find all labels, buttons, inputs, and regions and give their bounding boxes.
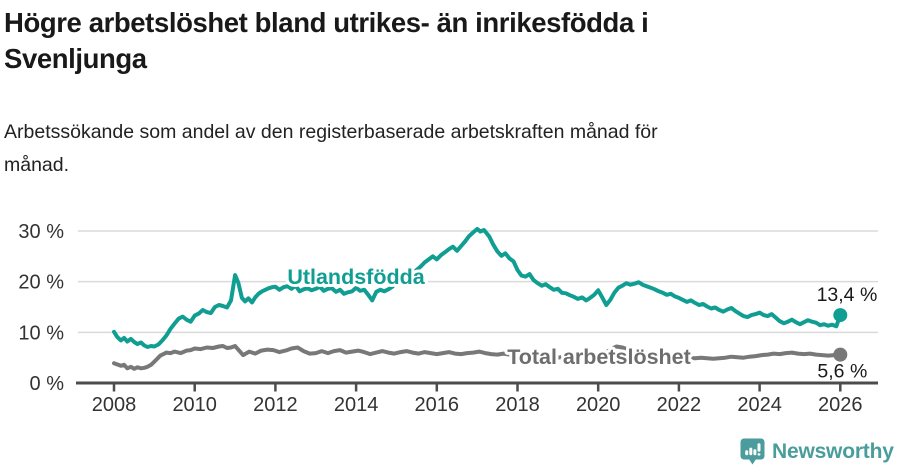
chart-subtitle: Arbetssökande som andel av den registerb… bbox=[4, 116, 658, 182]
x-axis-tick-label: 2024 bbox=[737, 394, 782, 416]
y-axis-tick-label: 10 % bbox=[18, 322, 64, 344]
end-value-label-total: 5,6 % bbox=[817, 361, 867, 383]
x-axis-tick-label: 2020 bbox=[576, 394, 621, 416]
x-axis-tick-label: 2018 bbox=[495, 394, 540, 416]
newsworthy-logo: Newsworthy bbox=[740, 438, 894, 465]
x-axis-tick-label: 2008 bbox=[92, 394, 137, 416]
x-axis-tick-label: 2014 bbox=[334, 394, 379, 416]
series-label-total: Total arbetslöshet bbox=[507, 345, 691, 369]
x-axis-tick-label: 2026 bbox=[818, 394, 863, 416]
series-end-dot-total bbox=[833, 347, 848, 362]
chart-subtitle-line2: månad. bbox=[4, 154, 70, 176]
x-axis-tick-label: 2010 bbox=[172, 394, 217, 416]
page-title: Högre arbetslöshet bland utrikes- än inr… bbox=[4, 5, 649, 77]
series-line-total bbox=[112, 344, 843, 371]
y-axis-tick-label: 0 % bbox=[30, 373, 65, 395]
series-line-utlandsfodda bbox=[112, 227, 843, 349]
x-axis-tick-label: 2022 bbox=[657, 394, 702, 416]
x-axis-tick-label: 2012 bbox=[253, 394, 298, 416]
end-value-label-utlandsfodda: 13,4 % bbox=[817, 284, 878, 306]
brand-name: Newsworthy bbox=[772, 439, 894, 463]
y-axis-tick-label: 30 % bbox=[18, 221, 64, 243]
series-label-utlandsfodda: Utlandsfödda bbox=[287, 265, 425, 289]
page-title-line1: Högre arbetslöshet bland utrikes- än inr… bbox=[4, 7, 649, 38]
chart-subtitle-line1: Arbetssökande som andel av den registerb… bbox=[4, 121, 658, 143]
y-axis-tick-label: 20 % bbox=[18, 272, 64, 294]
page-title-line2: Svenljunga bbox=[4, 43, 147, 74]
x-axis-tick-label: 2016 bbox=[415, 394, 460, 416]
series-end-dot-utlandsfodda bbox=[833, 308, 848, 323]
newsworthy-bubble-chart-icon bbox=[740, 438, 765, 465]
